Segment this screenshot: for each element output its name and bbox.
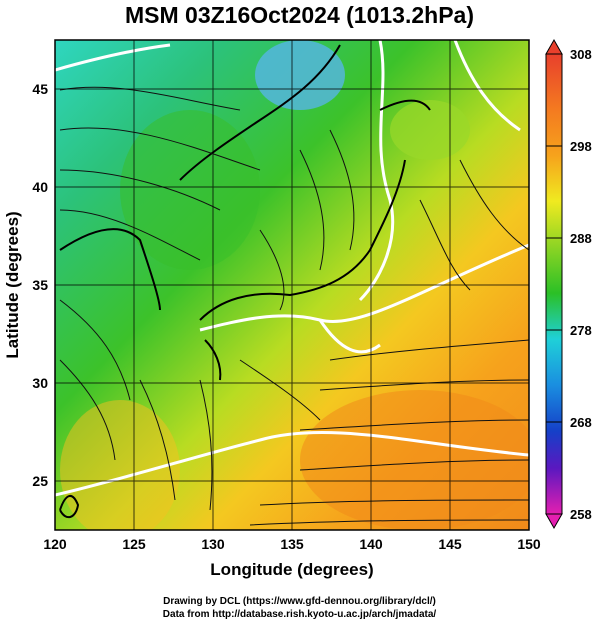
colorbar-tick-label: 268 xyxy=(570,415,592,430)
colorbar-bottom-arrow xyxy=(545,513,563,530)
x-tick-label: 145 xyxy=(438,536,462,552)
x-tick-label: 140 xyxy=(359,536,383,552)
credits-drawing: Drawing by DCL (https://www.gfd-dennou.o… xyxy=(163,596,436,607)
credits-data: Data from http://database.rish.kyoto-u.a… xyxy=(162,609,437,620)
coastlines xyxy=(59,44,431,519)
isobar-line xyxy=(318,319,381,354)
isobar-line xyxy=(55,431,529,497)
isobar-line xyxy=(453,40,521,132)
y-tick-label: 25 xyxy=(32,473,48,489)
colorbar-top-arrow xyxy=(545,38,563,55)
map-title: MSM 03Z16Oct2024 (1013.2hPa) xyxy=(124,2,474,28)
y-tick-label: 45 xyxy=(32,81,48,97)
x-tick-label: 120 xyxy=(43,536,67,552)
plot-frame xyxy=(54,39,530,531)
wind-streamlines xyxy=(59,86,529,526)
x-tick-label: 130 xyxy=(201,536,225,552)
isobar-line xyxy=(358,40,395,302)
x-axis-title: Longitude (degrees) xyxy=(210,560,373,579)
x-tick-label: 135 xyxy=(280,536,304,552)
colorbar-tick-label: 258 xyxy=(570,507,592,522)
isobar-line xyxy=(55,43,171,72)
colorbar-scale xyxy=(545,53,563,515)
colorbar-tick-label: 298 xyxy=(570,139,592,154)
graticule xyxy=(55,40,529,530)
y-tick-label: 40 xyxy=(32,179,48,195)
temperature-field xyxy=(55,40,529,530)
y-tick-label: 35 xyxy=(32,277,48,293)
x-tick-label: 125 xyxy=(122,536,146,552)
colorbar-tick-label: 278 xyxy=(570,323,592,338)
y-tick-label: 30 xyxy=(32,375,48,391)
colorbar-tick-label: 288 xyxy=(570,231,592,246)
x-tick-label: 150 xyxy=(517,536,541,552)
colorbar: 308 298 288 278 268 258 xyxy=(545,38,592,530)
credits: Drawing by DCL (https://www.gfd-dennou.o… xyxy=(0,595,599,621)
isobar-line xyxy=(199,243,529,332)
y-axis-title: Latitude (degrees) xyxy=(3,211,22,358)
colorbar-tick-label: 308 xyxy=(570,47,592,62)
